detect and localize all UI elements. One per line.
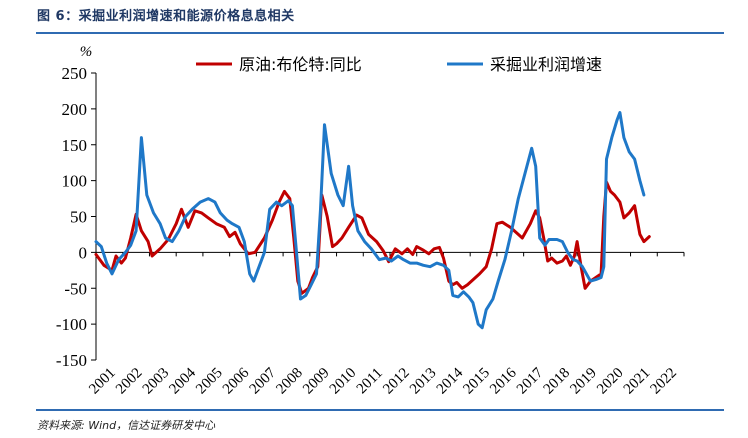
x-tick-label: 2004 xyxy=(166,365,199,398)
x-tick-label: 2018 xyxy=(541,365,574,398)
y-tick-label: 0 xyxy=(79,243,88,262)
x-tick-label: 2014 xyxy=(434,365,467,398)
legend-label-mining-profit-growth: 采掘业利润增速 xyxy=(490,55,602,74)
x-tick-label: 2008 xyxy=(273,365,306,398)
y-tick-label: 150 xyxy=(62,136,88,155)
x-tick-label: 2015 xyxy=(460,365,493,398)
x-tick-label: 2003 xyxy=(140,365,173,398)
y-tick-label: -150 xyxy=(56,351,87,370)
y-axis-unit: % xyxy=(80,44,93,60)
x-tick-label: 2021 xyxy=(621,365,654,398)
x-tick-label: 2020 xyxy=(594,365,627,398)
x-tick-label: 2010 xyxy=(327,365,360,398)
x-tick-label: 2002 xyxy=(113,365,146,398)
y-tick-label: 50 xyxy=(70,208,87,227)
series-line-brent-yoy xyxy=(94,180,651,295)
source-note: 资料来源: Wind，信达证券研发中心 xyxy=(37,419,216,432)
x-tick-label: 2006 xyxy=(220,365,253,398)
y-tick-label: 100 xyxy=(62,172,88,191)
x-tick-label: 2017 xyxy=(514,365,547,398)
x-tick-label: 2016 xyxy=(487,365,520,398)
legend-label-brent-yoy: 原油:布伦特:同比 xyxy=(239,55,362,74)
y-tick-label: -50 xyxy=(64,279,87,298)
x-tick-label: 2012 xyxy=(380,365,413,398)
x-tick-label: 2005 xyxy=(193,365,226,398)
figure-title: 图 6：采掘业利润增速和能源价格息息相关 xyxy=(37,9,295,24)
x-tick-label: 2011 xyxy=(354,365,386,397)
y-tick-label: 250 xyxy=(62,64,88,83)
y-tick-label: -100 xyxy=(56,315,87,334)
top-rule xyxy=(36,32,724,34)
series-line-mining-profit-growth xyxy=(94,111,646,330)
x-tick-label: 2013 xyxy=(407,365,440,398)
x-tick-label: 2001 xyxy=(86,365,119,398)
x-tick-label: 2007 xyxy=(247,365,280,398)
x-tick-label: 2019 xyxy=(567,365,600,398)
y-tick-label: 200 xyxy=(62,100,88,119)
x-tick-label: 2009 xyxy=(300,365,333,398)
bottom-rule xyxy=(36,409,724,411)
x-tick-label: 2022 xyxy=(648,365,681,398)
